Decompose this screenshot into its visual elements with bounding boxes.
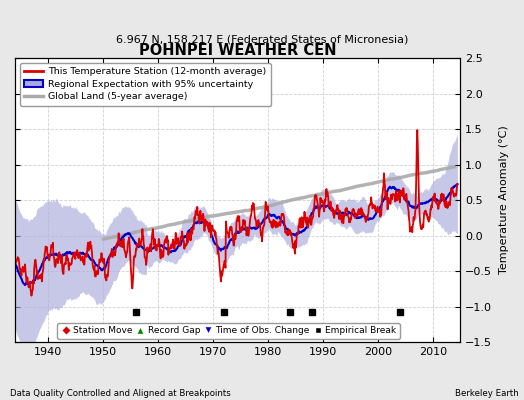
- Text: Berkeley Earth: Berkeley Earth: [455, 389, 519, 398]
- Y-axis label: Temperature Anomaly (°C): Temperature Anomaly (°C): [499, 126, 509, 274]
- Text: Data Quality Controlled and Aligned at Breakpoints: Data Quality Controlled and Aligned at B…: [10, 389, 231, 398]
- Title: POHNPEI WEATHER CEN: POHNPEI WEATHER CEN: [139, 43, 336, 58]
- Text: 6.967 N, 158.217 E (Federated States of Micronesia): 6.967 N, 158.217 E (Federated States of …: [116, 34, 408, 44]
- Legend: Station Move, Record Gap, Time of Obs. Change, Empirical Break: Station Move, Record Gap, Time of Obs. C…: [58, 323, 400, 339]
